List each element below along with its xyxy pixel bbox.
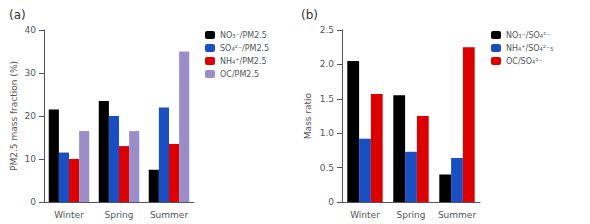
- svg-text:NO₃⁻/PM2.5: NO₃⁻/PM2.5: [220, 31, 267, 40]
- svg-text:2.0: 2.0: [320, 59, 335, 69]
- svg-text:2.5: 2.5: [320, 25, 334, 35]
- svg-text:Summer: Summer: [150, 210, 188, 220]
- svg-text:Winter: Winter: [350, 210, 380, 220]
- svg-text:Mass ratio: Mass ratio: [303, 92, 313, 139]
- svg-text:OC/SO₄²⁻: OC/SO₄²⁻: [506, 57, 543, 66]
- svg-text:0: 0: [328, 197, 334, 207]
- svg-text:PM2.5 mass fraction (%): PM2.5 mass fraction (%): [9, 61, 19, 171]
- svg-text:1.0: 1.0: [320, 128, 335, 138]
- svg-text:0.5: 0.5: [320, 163, 334, 173]
- svg-text:20: 20: [25, 111, 37, 121]
- svg-text:40: 40: [25, 25, 37, 35]
- svg-text:SO₄²⁻/PM2.5: SO₄²⁻/PM2.5: [220, 44, 269, 53]
- svg-text:Spring: Spring: [396, 210, 425, 220]
- svg-text:NH₄⁺/PM2.5: NH₄⁺/PM2.5: [220, 57, 267, 66]
- svg-text:Spring: Spring: [104, 210, 133, 220]
- svg-text:10: 10: [25, 154, 37, 164]
- svg-text:NO₃⁻/SO₄²⁻: NO₃⁻/SO₄²⁻: [506, 31, 550, 40]
- svg-text:(a): (a): [9, 8, 26, 22]
- svg-text:0: 0: [30, 197, 36, 207]
- svg-text:Summer: Summer: [438, 210, 476, 220]
- svg-text:(b): (b): [301, 8, 318, 22]
- svg-text:30: 30: [25, 68, 37, 78]
- svg-text:OC/PM2.5: OC/PM2.5: [220, 70, 259, 79]
- svg-text:1.5: 1.5: [320, 94, 334, 104]
- svg-text:Winter: Winter: [54, 210, 84, 220]
- svg-text:NH₄⁺/SO₄²⁻₅: NH₄⁺/SO₄²⁻₅: [506, 44, 553, 53]
